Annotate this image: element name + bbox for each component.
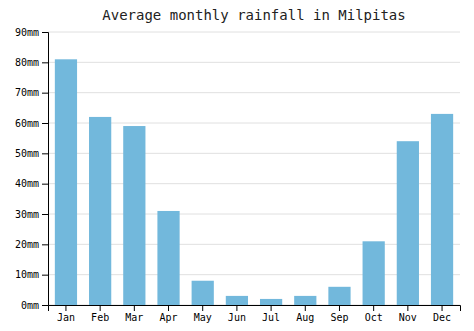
y-tick: 80mm [15,57,48,68]
y-tick: 20mm [15,239,48,250]
y-tick-mark [42,244,48,245]
grid-line [48,92,460,93]
bars [55,59,453,305]
x-tick: Dec [433,305,451,323]
x-tick-label: Sep [330,312,348,323]
y-tick-label: 0mm [21,300,39,311]
grid [48,32,460,305]
bar [260,299,282,305]
bar [397,141,419,305]
y-tick-mark [42,275,48,276]
x-tick: Sep [330,305,348,323]
y-tick-mark [42,62,48,63]
x-tick: Oct [365,305,383,323]
y-tick-mark [42,93,48,94]
bar [55,59,77,305]
x-tick-mark [65,305,66,311]
x-tick-mark [202,305,203,311]
y-tick-label: 50mm [15,148,39,159]
y-tick-mark [42,214,48,215]
y-tick: 10mm [15,269,48,280]
y-axis: 0mm 10mm 20mm 30mm 40mm 50mm 60mm 70mm 80mm 90mm [15,27,49,311]
y-tick: 0mm [21,300,48,311]
bar [123,126,145,305]
y-tick: 30mm [15,209,48,220]
x-tick-label: Jul [262,312,280,323]
x-tick: Aug [296,305,314,323]
x-tick-mark [236,305,237,311]
y-tick-mark [42,153,48,154]
bar [192,281,214,305]
bar [157,211,179,305]
y-tick-label: 90mm [15,27,39,38]
plot-area: 0mm 10mm 20mm 30mm 40mm 50mm 60mm 70mm 80mm 90mm J… [15,27,461,323]
x-tick-mark [100,305,101,311]
x-tick: Jul [262,305,280,323]
y-tick: 90mm [15,27,48,38]
x-tick: Jun [228,305,246,323]
x-tick: May [194,305,212,323]
bar [294,296,316,305]
x-tick-mark [168,305,169,311]
x-tick-label: Aug [296,312,314,323]
x-tick: Feb [91,305,109,323]
grid-line [48,32,460,33]
x-tick-label: Mar [125,312,143,323]
x-axis-line [49,306,461,312]
y-tick-label: 60mm [15,118,39,129]
bar [89,117,111,305]
x-tick: Mar [125,305,143,323]
y-tick-label: 30mm [15,209,39,220]
y-tick: 70mm [15,87,48,98]
x-tick: Nov [399,305,417,323]
y-tick: 60mm [15,118,48,129]
y-axis-line [42,33,49,306]
x-tick: Apr [159,305,177,323]
y-tick-mark [42,305,48,306]
y-tick: 50mm [15,148,48,159]
x-tick-label: Feb [91,312,109,323]
x-tick-mark [407,305,408,311]
bar [431,114,453,305]
bar [328,287,350,305]
x-tick-label: Oct [365,312,383,323]
x-tick-label: Apr [159,312,177,323]
chart-title: Average monthly rainfall in Milpitas [102,7,405,23]
y-tick-label: 10mm [15,269,39,280]
bar [363,241,385,305]
x-axis: Jan Feb Mar Apr May Jun Jul Aug Sep Oct Nov Dec [49,305,461,323]
y-tick-mark [42,32,48,33]
x-tick-label: May [194,312,212,323]
x-tick-mark [305,305,306,311]
chart-svg: 0mm 10mm 20mm 30mm 40mm 50mm 60mm 70mm 80mm 90mm J… [0,0,474,331]
y-tick-label: 40mm [15,178,39,189]
grid-line [48,62,460,63]
x-tick-label: Jun [228,312,246,323]
y-tick-mark [42,184,48,185]
y-tick-label: 70mm [15,87,39,98]
x-tick-mark [339,305,340,311]
x-tick-label: Nov [399,312,417,323]
x-tick-mark [271,305,272,311]
x-tick-mark [442,305,443,311]
x-tick-mark [134,305,135,311]
y-tick-mark [42,123,48,124]
x-tick-label: Dec [433,312,451,323]
x-tick-label: Jan [57,312,75,323]
y-tick: 40mm [15,178,48,189]
x-tick: Jan [57,305,75,323]
bar [226,296,248,305]
y-tick-label: 80mm [15,57,39,68]
y-tick-label: 20mm [15,239,39,250]
x-tick-mark [373,305,374,311]
chart-container: 0mm 10mm 20mm 30mm 40mm 50mm 60mm 70mm 80mm 90mm J… [0,0,474,331]
